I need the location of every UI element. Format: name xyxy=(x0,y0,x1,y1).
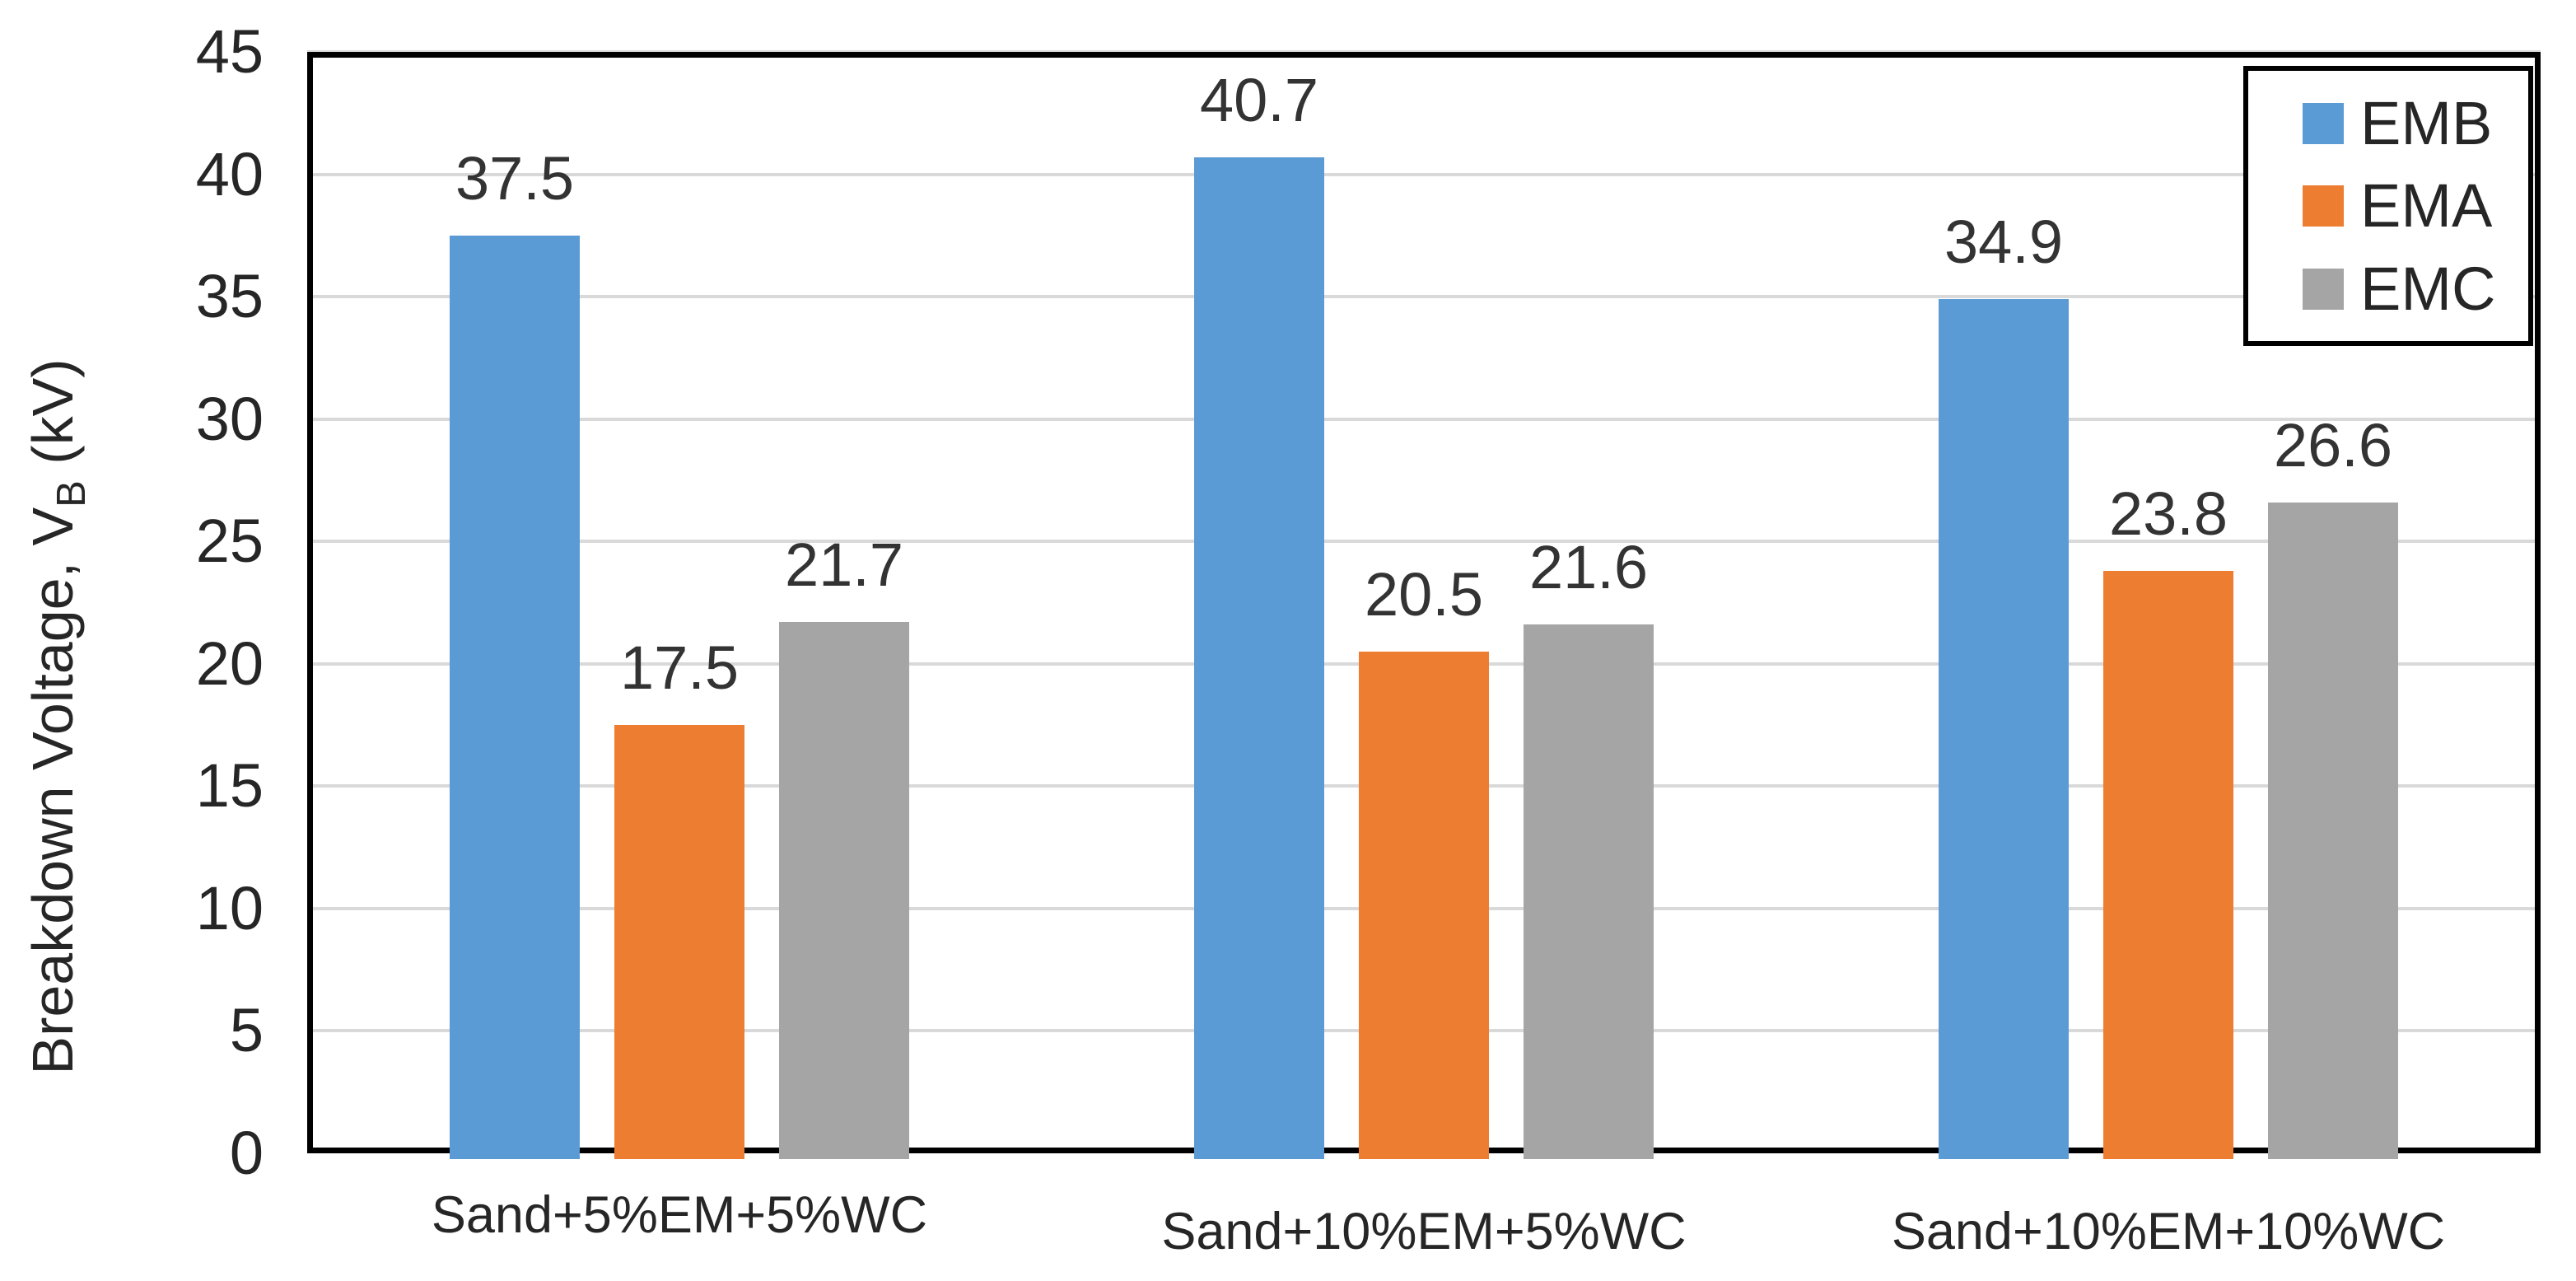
bar-value-label: 23.8 xyxy=(2108,479,2228,548)
bar-ema-group1 xyxy=(614,725,744,1159)
bar-value-label: 17.5 xyxy=(619,633,740,703)
gridline xyxy=(307,295,2541,299)
y-tick-label: 5 xyxy=(229,996,264,1065)
y-axis-title: Breakdown Voltage, VB (kV) xyxy=(21,358,94,1074)
bar-emc-group2 xyxy=(1524,624,1654,1159)
bar-ema-group2 xyxy=(1359,651,1489,1159)
legend-swatch-emb xyxy=(2303,102,2344,144)
bar-emc-group1 xyxy=(779,622,909,1159)
bar-emb-group2 xyxy=(1194,157,1324,1159)
bar-value-label: 20.5 xyxy=(1364,559,1484,629)
y-tick-label: 25 xyxy=(195,507,264,576)
x-axis-label: Sand+10%EM+5%WC xyxy=(1161,1203,1687,1260)
legend-swatch-emc xyxy=(2303,268,2344,310)
y-tick-label: 15 xyxy=(195,751,264,820)
bar-value-label: 37.5 xyxy=(455,143,575,213)
legend-item-emc: EMC xyxy=(2303,254,2528,323)
bar-emc-group3 xyxy=(2268,502,2398,1159)
y-tick-label: 0 xyxy=(229,1119,264,1187)
legend: EMB EMA EMC xyxy=(2243,66,2533,346)
gridline xyxy=(307,417,2541,421)
x-axis-label: Sand+10%EM+10%WC xyxy=(1891,1203,2446,1260)
gridline xyxy=(307,172,2541,176)
bar-value-label: 21.6 xyxy=(1528,533,1649,602)
bar-ema-group3 xyxy=(2103,570,2233,1159)
bar-emb-group3 xyxy=(1939,299,2069,1159)
y-tick-label: 45 xyxy=(195,17,264,86)
legend-label: EMB xyxy=(2360,88,2493,157)
y-tick-label: 35 xyxy=(195,262,264,331)
legend-label: EMA xyxy=(2360,171,2493,240)
legend-label: EMC xyxy=(2360,254,2496,323)
y-tick-label: 20 xyxy=(195,629,264,698)
bar-value-label: 34.9 xyxy=(1944,208,2064,277)
bar-value-label: 26.6 xyxy=(2273,410,2393,479)
legend-swatch-ema xyxy=(2303,185,2344,227)
x-axis-label: Sand+5%EM+5%WC xyxy=(431,1186,928,1244)
y-tick-label: 40 xyxy=(195,139,264,208)
legend-item-emb: EMB xyxy=(2303,88,2528,157)
y-tick-label: 30 xyxy=(195,384,264,453)
y-axis-title-subscript: B xyxy=(49,480,94,507)
legend-item-ema: EMA xyxy=(2303,175,2528,236)
bar-value-label: 40.7 xyxy=(1199,65,1319,134)
gridline xyxy=(307,540,2541,544)
bar-value-label: 21.7 xyxy=(784,531,904,600)
y-tick-label: 10 xyxy=(195,873,264,942)
bar-emb-group1 xyxy=(450,235,580,1159)
